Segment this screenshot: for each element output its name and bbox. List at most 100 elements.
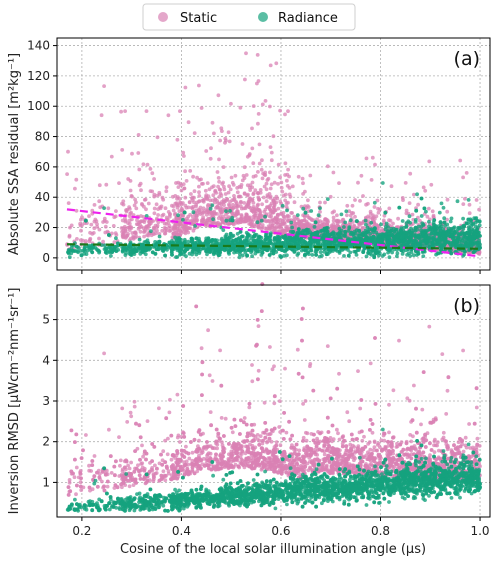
point-static	[268, 207, 272, 212]
point-radiance	[318, 206, 322, 211]
point-static	[215, 212, 219, 216]
point-static	[78, 221, 82, 226]
point-static	[293, 221, 297, 226]
point-static	[239, 185, 244, 190]
point-static	[250, 146, 255, 151]
point-static	[142, 234, 147, 239]
point-static	[220, 129, 224, 134]
point-static	[292, 200, 297, 205]
point-static	[243, 206, 248, 211]
point-radiance	[208, 206, 213, 211]
point-static	[288, 194, 293, 199]
point-radiance	[383, 227, 388, 232]
point-static	[359, 173, 364, 178]
point-radiance	[230, 218, 235, 223]
point-static	[200, 198, 205, 203]
point-static	[92, 226, 97, 231]
point-radiance	[355, 219, 359, 224]
point-static	[360, 221, 365, 226]
point-radiance	[306, 252, 311, 256]
point-static	[197, 190, 201, 195]
point-static	[391, 221, 395, 226]
point-radiance	[342, 254, 346, 258]
point-radiance	[310, 253, 315, 257]
point-static	[318, 200, 322, 205]
point-static	[216, 176, 221, 180]
point-static	[251, 104, 256, 108]
point-radiance	[90, 250, 95, 255]
point-static	[264, 199, 269, 204]
point-static	[286, 167, 290, 172]
point-static	[290, 184, 295, 189]
point-static	[226, 130, 231, 135]
point-radiance	[478, 245, 482, 250]
point-static	[416, 202, 420, 207]
point-radiance	[299, 248, 304, 253]
point-static	[172, 228, 177, 232]
point-static	[445, 217, 449, 222]
point-radiance	[75, 249, 80, 254]
point-radiance	[466, 198, 471, 202]
point-static	[464, 171, 469, 175]
point-radiance	[411, 253, 416, 258]
point-radiance	[103, 250, 108, 255]
point-static	[184, 179, 189, 183]
point-static	[270, 217, 274, 222]
point-radiance	[354, 253, 359, 257]
point-static	[229, 101, 233, 106]
point-static	[251, 214, 256, 219]
point-radiance	[122, 245, 126, 250]
point-radiance	[237, 255, 242, 260]
point-static	[256, 225, 261, 229]
point-static	[227, 184, 232, 189]
point-static	[375, 198, 380, 203]
point-radiance	[419, 196, 424, 201]
point-static	[322, 222, 326, 227]
point-static	[104, 220, 109, 224]
point-radiance	[394, 228, 398, 232]
point-static	[137, 167, 142, 172]
point-static	[328, 194, 333, 199]
point-static	[183, 169, 188, 174]
point-static	[323, 200, 327, 205]
point-static	[161, 197, 166, 202]
point-static	[401, 198, 405, 203]
point-static	[151, 225, 156, 230]
point-static	[229, 175, 234, 180]
point-static	[335, 213, 339, 218]
point-static	[256, 191, 261, 196]
point-static	[260, 102, 265, 107]
point-static	[429, 182, 434, 187]
point-static	[334, 219, 339, 224]
point-radiance	[379, 222, 383, 227]
point-static	[445, 209, 450, 214]
point-static	[244, 51, 248, 56]
point-static	[318, 219, 322, 224]
point-radiance	[459, 240, 464, 245]
point-radiance	[238, 230, 243, 234]
point-radiance	[182, 210, 187, 215]
point-static	[111, 224, 116, 228]
point-radiance	[382, 252, 387, 257]
point-radiance	[400, 219, 405, 223]
point-static	[130, 151, 134, 156]
point-static	[228, 187, 233, 192]
point-static	[210, 198, 215, 203]
point-radiance	[245, 234, 250, 239]
point-static	[214, 191, 219, 195]
point-static	[66, 201, 71, 206]
point-radiance	[414, 208, 419, 213]
point-static	[208, 156, 213, 161]
point-radiance	[320, 253, 324, 258]
point-static	[190, 198, 195, 203]
point-static	[152, 177, 157, 181]
point-radiance	[360, 233, 365, 238]
point-static	[123, 229, 128, 234]
point-static	[201, 215, 206, 220]
point-radiance	[290, 225, 294, 230]
point-static	[214, 221, 219, 226]
point-static	[65, 172, 69, 177]
point-static	[243, 77, 247, 82]
point-static	[274, 61, 279, 66]
